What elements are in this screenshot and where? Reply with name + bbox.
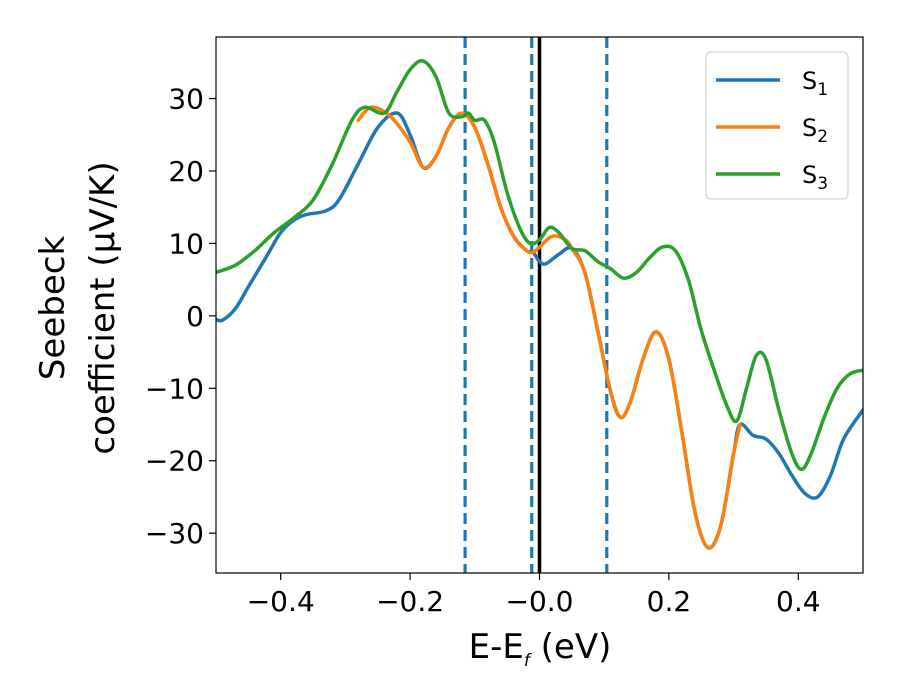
- y-tick-label: 0: [186, 300, 204, 333]
- reference-lines: [463, 37, 609, 573]
- y-tick-label: −10: [145, 372, 204, 405]
- legend-label-s3: S3: [802, 161, 828, 194]
- y-tick-label: −30: [145, 517, 204, 550]
- legend-label-s2: S2: [802, 114, 828, 147]
- y-tick-label: 20: [168, 155, 204, 188]
- x-tick-label: −0.0: [506, 585, 574, 618]
- x-tick-label: −0.2: [376, 585, 444, 618]
- y-axis-label-line1: Seebeck: [33, 236, 73, 381]
- y-tick-label: 10: [168, 227, 204, 260]
- x-tick-label: 0.4: [776, 585, 821, 618]
- series-line-s1: [216, 111, 863, 550]
- y-axis-label: Seebeck coefficient (μV/K): [33, 161, 123, 454]
- series-line-s2: [356, 105, 742, 550]
- y-tick-label: −20: [145, 445, 204, 478]
- x-tick-label: −0.4: [247, 585, 315, 618]
- legend: S1 S2 S3: [705, 51, 849, 200]
- x-tick-label: 0.2: [647, 585, 692, 618]
- series-line-s3: [216, 58, 863, 472]
- y-tick-label: 30: [168, 83, 204, 116]
- y-axis-label-line2: coefficient (μV/K): [83, 161, 123, 454]
- legend-label-s1: S1: [802, 67, 828, 100]
- series-lines: [216, 58, 863, 550]
- y-axis-ticks: −30 −20 −10 0 10 20 30: [145, 83, 216, 550]
- x-axis-label: E-Ef (eV): [469, 627, 612, 671]
- x-axis-ticks: −0.4 −0.2 −0.0 0.2 0.4: [247, 573, 821, 618]
